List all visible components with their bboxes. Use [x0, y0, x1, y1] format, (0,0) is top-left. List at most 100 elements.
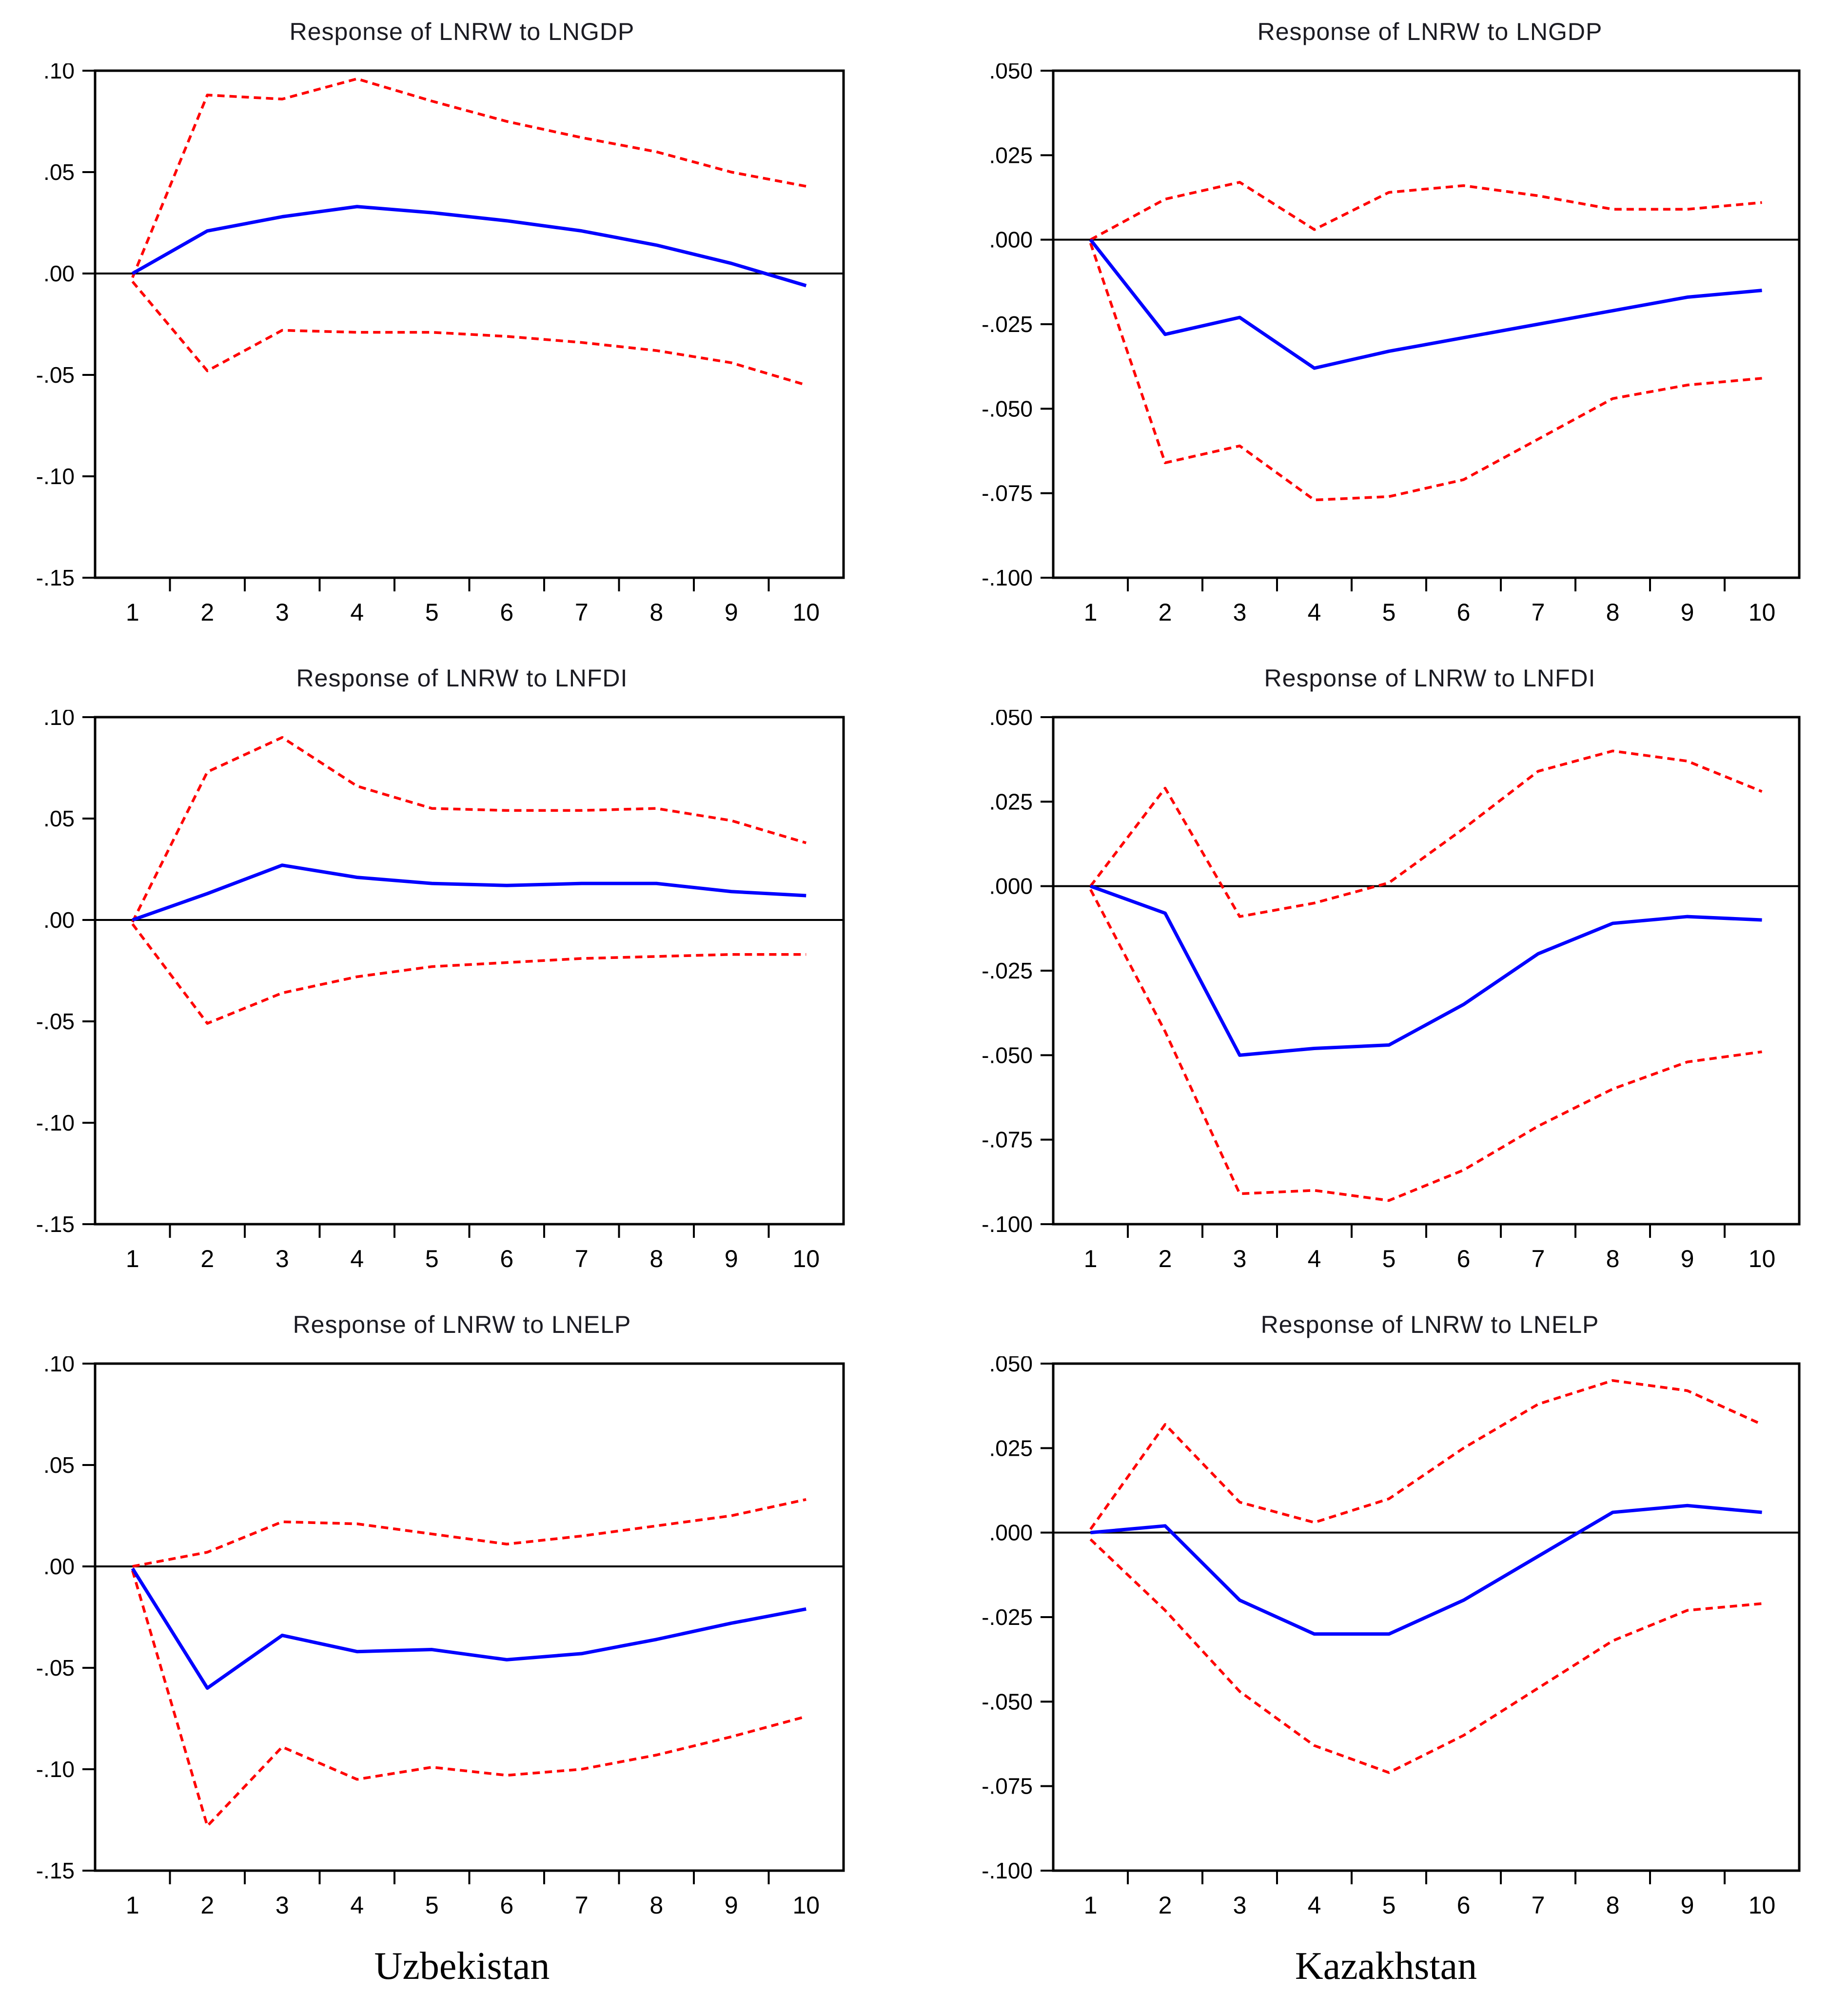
x-tick-label: 6 [1457, 1245, 1471, 1272]
x-tick-label: 3 [275, 1892, 289, 1919]
x-tick-label: 10 [1749, 1892, 1776, 1919]
x-tick-label: 5 [425, 1892, 439, 1919]
response-line [132, 863, 806, 922]
x-tick-label: 8 [649, 1892, 663, 1919]
y-tick-label: .05 [43, 1452, 75, 1478]
x-tick-label: 2 [1159, 1892, 1172, 1919]
lower_band-line [1089, 889, 1762, 1202]
x-tick-label: 1 [1084, 1892, 1098, 1919]
x-tick-label: 3 [1233, 1892, 1247, 1919]
response-line [131, 1567, 806, 1690]
response-line [132, 205, 807, 288]
plot-kazakhstan-lnfdi: .050 .025 .000 -.025 -.050 -.075 -.100 1 2 3 4 5 6 7 8… [982, 710, 1801, 1272]
x-tick-label: 2 [1159, 599, 1172, 626]
x-tick-label: 1 [126, 1892, 139, 1919]
x-tick-label: 1 [1084, 599, 1098, 626]
x-tick-label: 7 [575, 1892, 589, 1919]
x-tick-label: 10 [1749, 599, 1776, 626]
x-tick-label: 2 [200, 599, 214, 626]
y-tick-label: -.100 [982, 565, 1033, 590]
y-tick-label: .05 [43, 159, 75, 185]
y-tick-label: -.15 [36, 565, 75, 590]
x-tick-label: 4 [350, 1892, 364, 1919]
chart-title: Response of LNRW to LNELP [1260, 1311, 1599, 1338]
caption-uzbekistan: Uzbekistan [374, 1944, 550, 1988]
x-tick-label: 6 [500, 1245, 513, 1272]
x-tick-label: 7 [1532, 599, 1545, 626]
y-tick-label: -.10 [36, 1110, 75, 1135]
y-tick-label: .10 [43, 1356, 75, 1376]
x-tick-label: 9 [725, 1892, 738, 1919]
plot-frame [94, 1362, 845, 1872]
plot-kazakhstan-lnelp: .050 .025 .000 -.025 -.050 -.075 -.100 1 2 3 4 5 6 7 8… [982, 1356, 1801, 1919]
x-tick-label: 3 [1233, 599, 1247, 626]
y-tick-label: .10 [43, 710, 75, 730]
y-tick-label: .05 [43, 806, 75, 831]
x-tick-label: 3 [275, 599, 289, 626]
x-tick-label: 7 [575, 599, 589, 626]
chart-title: Response of LNRW to LNELP [293, 1311, 631, 1338]
y-tick-label: -.05 [36, 1655, 75, 1680]
x-tick-label: 7 [1532, 1245, 1545, 1272]
y-tick-label: -.15 [36, 1211, 75, 1237]
y-tick-label: -.050 [982, 1042, 1033, 1068]
upper_band-line [131, 736, 807, 923]
x-tick-label: 6 [1457, 1892, 1471, 1919]
chart-title: Response of LNRW to LNGDP [289, 18, 635, 45]
upper_band-line [131, 77, 806, 278]
y-tick-label: .025 [989, 789, 1033, 814]
y-tick-label: .050 [989, 63, 1033, 83]
y-tick-label: -.10 [36, 1757, 75, 1782]
y-tick-label: .00 [43, 907, 75, 933]
x-tick-label: 9 [725, 1245, 738, 1272]
x-tick-label: 2 [1159, 1245, 1172, 1272]
lower_band-line [131, 1570, 806, 1828]
y-tick-label: -.100 [982, 1211, 1033, 1237]
x-tick-label: 10 [1749, 1245, 1776, 1272]
x-tick-label: 10 [792, 1245, 820, 1272]
x-tick-label: 2 [200, 1245, 214, 1272]
x-tick-label: 6 [1457, 599, 1471, 626]
x-tick-label: 8 [649, 599, 663, 626]
x-tick-label: 9 [1681, 1245, 1694, 1272]
x-tick-label: 8 [649, 1245, 663, 1272]
y-tick-label: -.050 [982, 396, 1033, 421]
y-tick-label: .00 [43, 261, 75, 286]
x-tick-label: 9 [1681, 1892, 1694, 1919]
x-tick-label: 3 [1233, 1245, 1247, 1272]
x-tick-label: 6 [500, 599, 513, 626]
x-tick-label: 1 [1084, 1245, 1098, 1272]
x-tick-label: 1 [126, 1245, 139, 1272]
x-tick-label: 5 [1382, 599, 1396, 626]
lower_band-line [131, 280, 807, 387]
x-tick-label: 5 [425, 1245, 439, 1272]
chart-kazakhstan-lngdp: Response of LNRW to LNGDP .050 .025 .000 -.… [924, 0, 1848, 646]
x-tick-label: 9 [1681, 599, 1694, 626]
plot-uzbekistan-lnfdi: .10 .05 .00 -.05 -.10 -.15 1 2 3 4 5 6 7 8 9 10 [36, 710, 845, 1272]
x-tick-label: 5 [425, 599, 439, 626]
x-tick-label: 8 [1606, 1892, 1620, 1919]
x-tick-label: 2 [200, 1892, 214, 1919]
response-line [1090, 1504, 1762, 1636]
y-tick-label: -.025 [982, 958, 1033, 983]
x-tick-label: 3 [275, 1245, 289, 1272]
x-tick-label: 4 [1308, 1245, 1321, 1272]
y-tick-label: -.075 [982, 1774, 1033, 1799]
upper_band-line [1089, 1379, 1763, 1530]
y-tick-label: .10 [43, 63, 75, 83]
response-line [1090, 884, 1762, 1057]
x-tick-label: 5 [1382, 1245, 1396, 1272]
plot-frame [1052, 69, 1801, 579]
y-tick-label: -.025 [982, 1604, 1033, 1630]
lower_band-line [1089, 1538, 1762, 1774]
x-tick-label: 4 [1308, 599, 1321, 626]
y-tick-label: .050 [989, 710, 1033, 730]
y-tick-label: .025 [989, 142, 1033, 168]
y-tick-label: -.10 [36, 464, 75, 489]
x-tick-label: 8 [1606, 599, 1620, 626]
x-tick-label: 9 [725, 599, 738, 626]
chart-title: Response of LNRW to LNFDI [1264, 664, 1596, 692]
lower_band-line [1089, 242, 1762, 502]
plot-kazakhstan-lngdp: .050 .025 .000 -.025 -.050 -.075 -.100 1 2 3 4 5 6 7 8… [982, 63, 1801, 626]
